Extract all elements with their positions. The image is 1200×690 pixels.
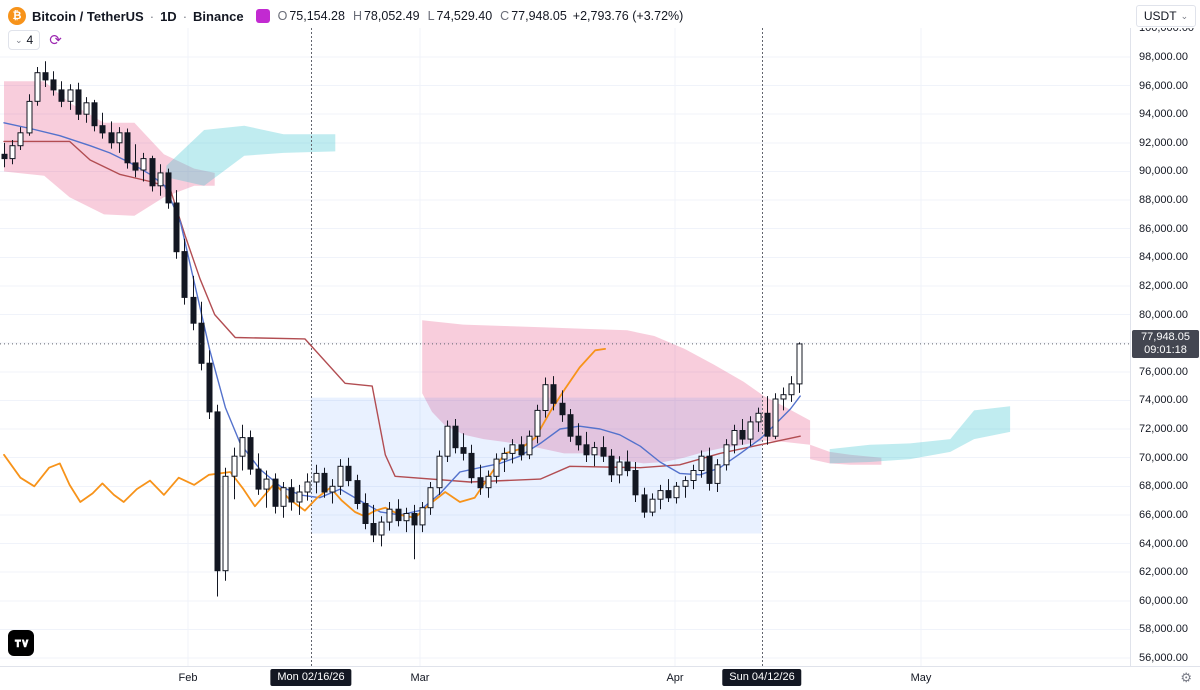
high-value: 78,052.49 xyxy=(363,9,420,23)
collapse-indicators-button[interactable]: ⌄ 4 xyxy=(8,30,41,50)
time-axis[interactable]: Feb Mar Apr May Mon 02/16/26 Sun 04/12/26 ⚙ xyxy=(0,666,1200,690)
candles xyxy=(1,61,803,597)
price-tick-label: 88,000.00 xyxy=(1139,194,1188,207)
price-tick-label: 62,000.00 xyxy=(1139,566,1188,579)
time-axis-label: May xyxy=(910,672,932,684)
bitcoin-icon: ₿ xyxy=(8,7,26,25)
price-tick-label: 96,000.00 xyxy=(1139,79,1188,92)
symbol-name[interactable]: Bitcoin / TetherUS xyxy=(32,8,144,24)
date-badge: Sun 04/12/26 xyxy=(722,669,802,686)
chevron-down-icon: ⌄ xyxy=(1180,10,1189,21)
close-value: 77,948.05 xyxy=(511,9,567,23)
price-tick-label: 100,000.00 xyxy=(1139,28,1195,35)
price-tick-label: 74,000.00 xyxy=(1139,394,1188,407)
price-tick-label: 80,000.00 xyxy=(1139,308,1188,321)
price-tick-label: 58,000.00 xyxy=(1139,623,1188,636)
price-tick-label: 98,000.00 xyxy=(1139,51,1188,63)
close-label: C xyxy=(500,9,510,23)
sync-icon[interactable]: ⟳ xyxy=(49,31,62,49)
low-label: L xyxy=(427,9,435,23)
price-tick-label: 86,000.00 xyxy=(1139,222,1188,235)
currency-toggle[interactable]: USDT ⌄ xyxy=(1136,5,1196,27)
exchange-label: Binance xyxy=(193,8,244,24)
price-tick-label: 56,000.00 xyxy=(1139,651,1188,664)
indicator-icon[interactable] xyxy=(255,9,270,23)
legend-separator: · xyxy=(149,8,155,24)
price-tick-label: 94,000.00 xyxy=(1139,108,1188,121)
legend-separator: · xyxy=(182,8,188,24)
high-label: H xyxy=(352,9,362,23)
price-tick-label: 68,000.00 xyxy=(1139,480,1188,493)
low-value: 74,529.40 xyxy=(436,9,493,23)
price-tick-label: 82,000.00 xyxy=(1139,279,1188,292)
current-price-value: 77,948.05 xyxy=(1141,330,1190,343)
ohlc-values: O 75,154.28 H 78,052.49 L 74,529.40 C 77,948… xyxy=(278,9,567,23)
tradingview-logo[interactable] xyxy=(8,630,34,656)
chevron-down-icon: ⌄ xyxy=(15,34,23,45)
symbol-legend[interactable]: ₿ Bitcoin / TetherUS · 1D · Binance O 75,… xyxy=(8,7,683,25)
change-value: +2,793.76 (+3.72%) xyxy=(572,9,684,23)
time-axis-label: Feb xyxy=(178,672,198,684)
price-tick-label: 72,000.00 xyxy=(1139,423,1188,436)
price-tick-label: 60,000.00 xyxy=(1139,594,1188,607)
time-axis-label: Apr xyxy=(666,672,684,684)
tradingview-logo-glyph xyxy=(14,639,29,648)
open-label: O xyxy=(277,9,288,23)
price-tick-label: 92,000.00 xyxy=(1139,136,1188,149)
gear-icon[interactable]: ⚙ xyxy=(1180,670,1192,685)
price-tick-label: 76,000.00 xyxy=(1139,365,1188,378)
bar-countdown: 09:01:18 xyxy=(1144,343,1187,356)
current-price-badge: 77,948.05 09:01:18 xyxy=(1132,329,1199,358)
price-tick-label: 84,000.00 xyxy=(1139,251,1188,264)
open-value: 75,154.28 xyxy=(289,9,345,23)
indicator-count: 4 xyxy=(26,33,34,47)
currency-label: USDT xyxy=(1143,9,1177,23)
grid-lines xyxy=(0,28,1130,666)
interval-label[interactable]: 1D xyxy=(160,8,177,24)
price-tick-label: 70,000.00 xyxy=(1139,451,1188,464)
chart-canvas[interactable] xyxy=(0,28,1130,666)
price-tick-label: 64,000.00 xyxy=(1139,537,1188,550)
price-tick-label: 66,000.00 xyxy=(1139,508,1188,521)
price-tick-label: 90,000.00 xyxy=(1139,165,1188,178)
date-badge: Mon 02/16/26 xyxy=(270,669,352,686)
price-axis[interactable]: 100,000.00 98,000.00 96,000.00 94,000.00 92,… xyxy=(1130,28,1200,666)
time-axis-label: Mar xyxy=(410,672,430,684)
legend-controls: ⌄ 4 ⟳ xyxy=(8,30,62,50)
